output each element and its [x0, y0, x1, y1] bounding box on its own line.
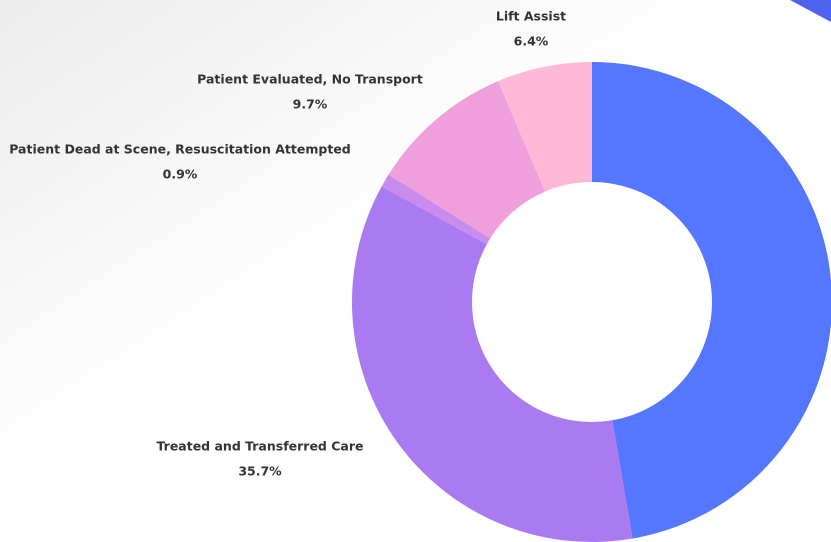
- donut-segment: [388, 81, 546, 239]
- segment-value-label: 9.7%: [293, 97, 328, 112]
- segment-label: Treated and Transferred Care: [157, 439, 364, 454]
- donut-segment: [352, 186, 633, 542]
- corner-decoration: [790, 0, 831, 22]
- segment-label: Patient Dead at Scene, Resuscitation Att…: [9, 142, 351, 157]
- donut-segment: [498, 62, 592, 192]
- donut-segment: [592, 62, 831, 539]
- donut-segment: [381, 174, 491, 245]
- plot: Treated and Transferred Care 35.7% Patient…: [9, 9, 831, 542]
- segment-value-label: 0.9%: [163, 167, 198, 182]
- segment-label: Lift Assist: [496, 9, 566, 24]
- segment-value-label: 6.4%: [514, 34, 549, 49]
- segment-value-label: 35.7%: [238, 464, 282, 479]
- segment-label: Patient Evaluated, No Transport: [197, 72, 423, 87]
